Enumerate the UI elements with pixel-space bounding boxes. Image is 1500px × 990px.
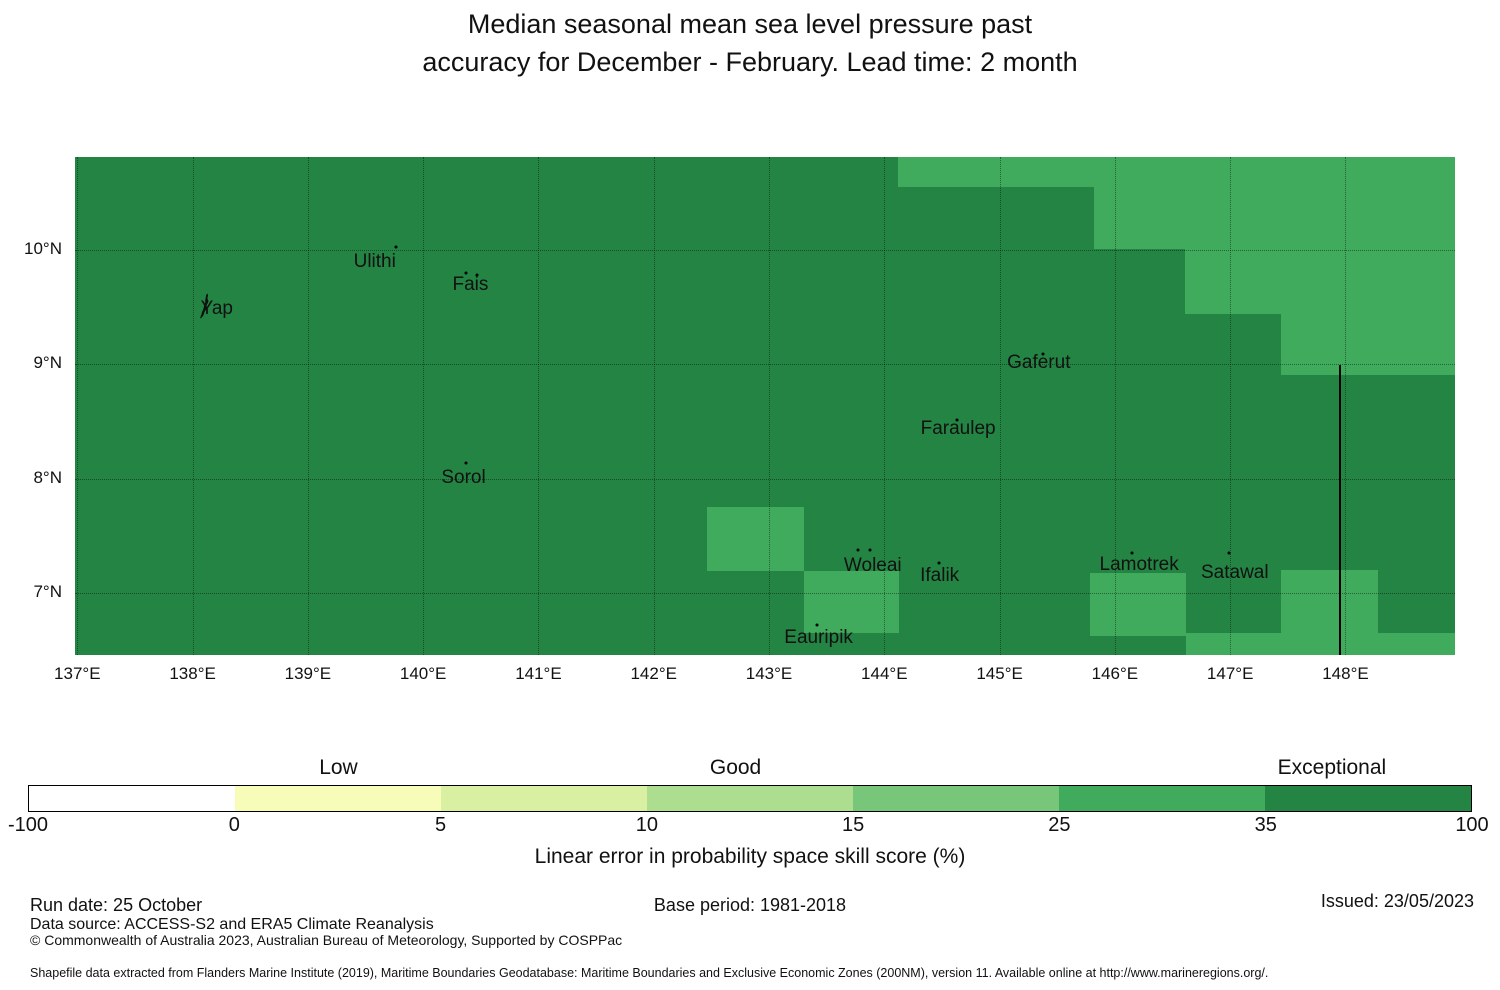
footer-run-date: Run date: 25 October — [30, 895, 203, 915]
gridline-141°E — [538, 157, 540, 655]
eauripik-island-dot — [815, 623, 819, 627]
woleai-island-dot — [868, 548, 872, 552]
colorbar-segment-15-25 — [853, 786, 1059, 811]
skill-region-25-35 — [1280, 313, 1455, 375]
gridline-147°E — [1230, 157, 1232, 655]
island-label-woleai: Woleai — [843, 554, 902, 576]
figure-title: Median seasonal mean sea level pressure … — [0, 5, 1500, 81]
island-label-ifalik: Ifalik — [920, 565, 960, 586]
colorbar-band-label-exceptional: Exceptional — [1277, 756, 1387, 779]
island-label-yap: Yap — [200, 298, 233, 320]
colorbar-tick-label: 5 — [435, 814, 447, 836]
gridline-137°E — [77, 157, 79, 655]
gridline-9°N — [75, 364, 1455, 366]
x-tick-label: 144°E — [861, 664, 908, 683]
map-plot-area: Yap Ulithi Fais Sorol Gaferut Faraulep Woleai I… — [75, 157, 1455, 655]
colorbar-tick-label: 100 — [1455, 814, 1489, 836]
y-tick-label: 9°N — [33, 353, 62, 373]
colorbar-tick-label: 25 — [1048, 814, 1071, 836]
skill-region-25-35 — [1185, 248, 1455, 314]
colorbar-tick-label: 15 — [842, 814, 865, 836]
x-tick-label: 145°E — [976, 664, 1023, 683]
title-line-1: Median seasonal mean sea level pressure … — [467, 9, 1033, 39]
skill-region-25-35 — [1094, 186, 1455, 249]
island-label-eauripik: Eauripik — [784, 626, 853, 648]
gridline-7°N — [75, 593, 1455, 595]
fais-island-dot — [464, 271, 468, 275]
yap-island-shape — [200, 293, 209, 319]
colorbar-segment-10-15 — [647, 786, 853, 811]
colorbar-tick-label: 35 — [1254, 814, 1277, 836]
x-tick-label: 137°E — [54, 664, 101, 683]
colorbar-tick-label: 0 — [228, 814, 240, 836]
island-label-sorol: Sorol — [441, 466, 486, 488]
colorbar-tick-label: 10 — [635, 814, 658, 836]
x-tick-label: 141°E — [515, 664, 562, 683]
footer-shapefile-note: Shapefile data extracted from Flanders M… — [30, 966, 1269, 980]
x-tick-label: 139°E — [284, 664, 332, 683]
gridline-148°E — [1345, 157, 1347, 655]
skill-region-25-35 — [706, 507, 804, 572]
x-tick-label: 138°E — [169, 664, 216, 683]
eez-boundary-line — [1338, 365, 1341, 655]
lamotrek-island-dot — [1130, 551, 1134, 555]
x-tick-label: 147°E — [1206, 664, 1254, 683]
gridline-139°E — [307, 157, 309, 655]
x-tick-label: 146°E — [1091, 664, 1139, 683]
island-label-lamotrek: Lamotrek — [1099, 553, 1179, 575]
footer-issued-date: Issued: 23/05/2023 — [1320, 891, 1474, 911]
colorbar-band-label-good: Good — [709, 756, 762, 779]
skill-region-25-35 — [898, 157, 1455, 187]
gridline-8°N — [75, 478, 1455, 480]
sorol-island-dot — [464, 461, 468, 465]
colorbar-segment-35-100 — [1265, 786, 1471, 811]
footer-base-period: Base period: 1981-2018 — [653, 895, 847, 915]
colorbar-segment-25-35 — [1059, 786, 1265, 811]
gridline-144°E — [884, 157, 886, 655]
colorbar-tick-label: -100 — [7, 814, 49, 836]
island-label-faraulep: Faraulep — [920, 418, 996, 440]
gridline-146°E — [1114, 157, 1116, 655]
gridline-143°E — [769, 157, 771, 655]
colorbar — [28, 785, 1472, 812]
gridline-142°E — [653, 157, 655, 655]
island-label-fais: Fais — [452, 274, 489, 296]
satawal-island-dot — [1227, 551, 1231, 555]
gridline-10°N — [75, 249, 1455, 251]
colorbar-band-label-low: Low — [319, 756, 358, 779]
x-tick-label: 142°E — [630, 664, 677, 683]
y-tick-label: 8°N — [33, 467, 62, 487]
island-label-ulithi: Ulithi — [353, 251, 396, 273]
skill-region-25-35 — [803, 571, 900, 634]
colorbar-segment--100-0 — [29, 786, 235, 811]
fais-island-dot — [475, 273, 479, 277]
gridline-140°E — [423, 157, 425, 655]
colorbar-segment-0-5 — [235, 786, 441, 811]
ulithi-island-dot — [394, 245, 397, 249]
title-line-2: accuracy for December - February. Lead t… — [422, 47, 1078, 77]
y-tick-label: 7°N — [33, 582, 62, 602]
skill-region-25-35 — [1280, 570, 1378, 634]
island-label-satawal: Satawal — [1200, 561, 1269, 583]
x-tick-label: 140°E — [399, 664, 447, 683]
skill-region-25-35 — [1089, 572, 1187, 636]
footer-copyright: © Commonwealth of Australia 2023, Austra… — [30, 932, 623, 948]
footer-data-source: Data source: ACCESS-S2 and ERA5 Climate … — [30, 916, 434, 933]
x-tick-label: 148°E — [1322, 664, 1369, 683]
y-tick-label: 10°N — [24, 238, 62, 258]
gridline-138°E — [192, 157, 194, 655]
faraulep-island-dot — [955, 418, 959, 422]
x-tick-label: 143°E — [745, 664, 793, 683]
island-label-gaferut: Gaferut — [1007, 352, 1071, 374]
colorbar-segment-5-10 — [441, 786, 647, 811]
colorbar-axis-label: Linear error in probability space skill … — [534, 845, 966, 868]
skill-region-25-35 — [1186, 633, 1455, 655]
woleai-island-dot — [856, 548, 860, 552]
gaferut-island-dot — [1041, 352, 1045, 356]
gridline-145°E — [999, 157, 1001, 655]
ifalik-island-dot — [937, 561, 940, 565]
